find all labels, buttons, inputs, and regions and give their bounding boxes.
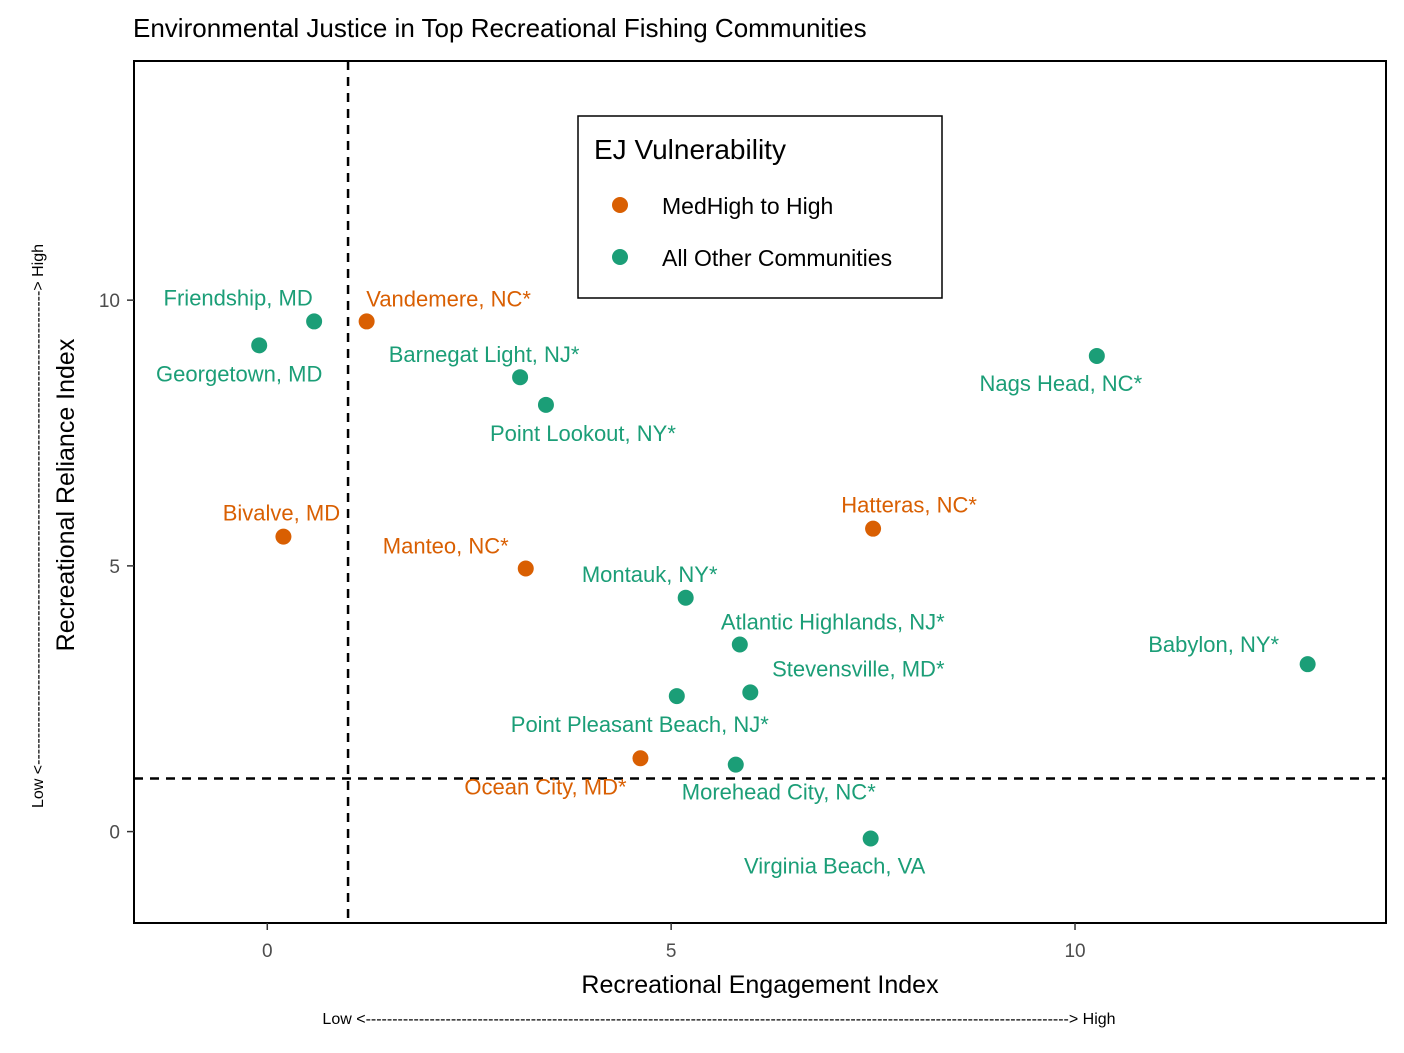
data-point	[862, 830, 879, 847]
data-point	[865, 520, 882, 537]
point-label: Montauk, NY*	[582, 562, 718, 587]
legend-swatch-other	[612, 249, 628, 265]
y-axis: 0 5 10	[99, 291, 134, 844]
point-label: Nags Head, NC*	[980, 371, 1143, 396]
y-axis-title: Recreational Reliance Index	[52, 338, 80, 651]
legend-swatch-medhigh	[612, 197, 628, 213]
y-axis-arrow-label: Low <-----------------------------------…	[30, 244, 47, 808]
x-tick-label: 10	[1064, 941, 1085, 962]
data-point	[251, 337, 268, 354]
point-label: Barnegat Light, NJ*	[389, 342, 580, 367]
data-point	[358, 313, 375, 330]
data-point	[632, 750, 649, 767]
legend: EJ Vulnerability MedHigh to High All Oth…	[577, 115, 943, 299]
reference-lines	[134, 61, 1386, 923]
point-label: Ocean City, MD*	[464, 774, 627, 799]
point-label: Point Pleasant Beach, NJ*	[511, 712, 769, 737]
x-tick-label: 5	[666, 941, 677, 962]
point-label: Stevensville, MD*	[772, 656, 945, 681]
point-label: Babylon, NY*	[1148, 632, 1279, 657]
point-label: Hatteras, NC*	[841, 493, 977, 518]
data-point	[668, 688, 685, 705]
data-point	[1299, 656, 1316, 673]
legend-box	[577, 115, 943, 299]
point-label: Vandemere, NC*	[366, 286, 531, 311]
data-point	[727, 756, 744, 773]
y-tick-label: 0	[109, 823, 120, 844]
y-tick-label: 5	[109, 557, 120, 578]
data-point	[275, 528, 292, 545]
x-axis-title: Recreational Engagement Index	[581, 971, 939, 999]
point-label: Friendship, MD	[164, 285, 313, 310]
legend-label-other: All Other Communities	[662, 245, 892, 271]
data-point	[512, 369, 529, 386]
legend-label-medhigh: MedHigh to High	[662, 193, 833, 219]
data-point	[731, 636, 748, 653]
point-label: Bivalve, MD	[223, 501, 340, 526]
point-label: Point Lookout, NY*	[490, 421, 676, 446]
data-point	[517, 560, 534, 577]
x-tick-label: 0	[262, 941, 273, 962]
point-label: Virginia Beach, VA	[744, 854, 926, 879]
data-point	[306, 313, 323, 330]
point-label: Georgetown, MD	[156, 361, 322, 386]
chart-title: Environmental Justice in Top Recreationa…	[133, 13, 867, 43]
legend-title: EJ Vulnerability	[594, 134, 786, 165]
point-label: Manteo, NC*	[383, 534, 509, 559]
data-points	[251, 313, 1316, 847]
data-point	[677, 589, 694, 606]
data-point	[537, 396, 554, 413]
y-tick-label: 10	[99, 291, 120, 312]
point-label: Morehead City, NC*	[682, 780, 876, 805]
data-point	[742, 684, 759, 701]
data-point	[1088, 347, 1105, 364]
x-axis-arrow-label: Low <-----------------------------------…	[322, 1011, 1115, 1028]
x-axis: 0 5 10	[262, 923, 1086, 962]
point-labels: Friendship, MD Georgetown, MD Vandemere, N…	[156, 285, 1279, 878]
point-label: Atlantic Highlands, NJ*	[721, 610, 945, 635]
